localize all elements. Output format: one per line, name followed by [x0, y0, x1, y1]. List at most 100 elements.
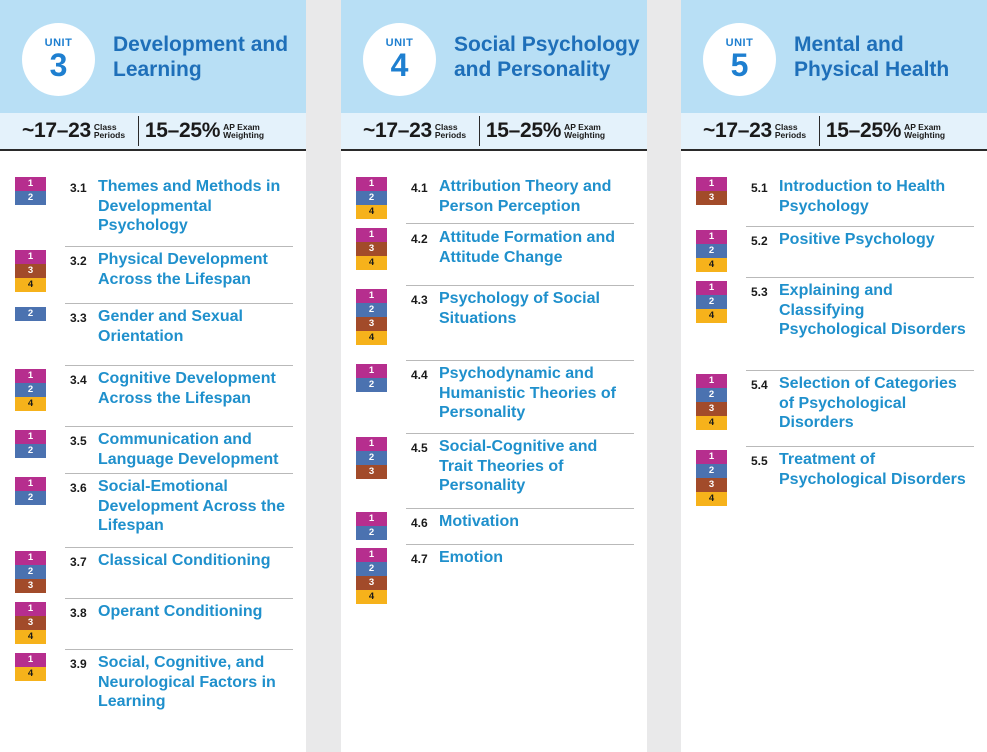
topic-title: Social-Emotional Development Across the … — [98, 478, 286, 534]
unit-title: Development and Learning — [113, 32, 289, 81]
class-periods-stat: ~17–23 Class Periods — [22, 119, 134, 143]
topic-title: Social, Cognitive, and Neurological Fact… — [98, 654, 276, 710]
skill-chip-1: 1 — [15, 430, 46, 444]
topic-number: 3.1 — [70, 181, 87, 195]
topic-divider — [746, 226, 974, 227]
topic-divider — [65, 303, 293, 304]
topic-number: 3.9 — [70, 657, 87, 671]
unit-4-column: UNIT 4 Social Psychology and Personality… — [341, 0, 647, 752]
skill-chip-3: 3 — [356, 465, 387, 479]
topic-number: 4.2 — [411, 232, 428, 246]
skill-chip-2: 2 — [356, 191, 387, 205]
unit-label: UNIT — [44, 37, 73, 49]
exam-weighting-value: 15–25% — [485, 119, 562, 142]
topic-number: 3.6 — [70, 481, 87, 495]
skill-chip-2: 2 — [15, 383, 46, 397]
skill-chip-4: 4 — [696, 309, 727, 323]
topic-title: Communication and Language Development — [98, 431, 279, 468]
skill-chip-4: 4 — [356, 205, 387, 219]
skill-chip-3: 3 — [15, 264, 46, 278]
topic-number: 4.5 — [411, 441, 428, 455]
topic-number: 3.4 — [70, 373, 87, 387]
topic-row: 1 2 3.6 Social-Emotional Development Across… — [15, 475, 293, 536]
stats-divider — [478, 116, 480, 146]
skill-chip-1: 1 — [356, 437, 387, 451]
skill-chip-2: 2 — [356, 451, 387, 465]
topic-row: 1 3 4 3.2 Physical Development Across the Li… — [15, 248, 293, 292]
topic-row: 1 2 4.6 Motivation — [356, 510, 634, 540]
topic-number: 4.4 — [411, 368, 428, 382]
skill-chip-3: 3 — [696, 191, 727, 205]
topic-number: 5.5 — [751, 454, 768, 468]
topic-divider — [746, 446, 974, 447]
topic-row: 1 2 3.1 Themes and Methods in Developmental… — [15, 175, 293, 236]
topic-number: 3.2 — [70, 254, 87, 268]
topic-divider — [65, 547, 293, 548]
topic-divider — [746, 277, 974, 278]
skill-chip-1: 1 — [15, 551, 46, 565]
unit-stats-bar: ~17–23 Class Periods 15–25% AP Exam Weig… — [0, 113, 306, 151]
topic-row: 1 2 4 3.4 Cognitive Development Across the L… — [15, 367, 293, 411]
topic-divider — [65, 426, 293, 427]
skill-chip-1: 1 — [696, 374, 727, 388]
topic-number: 4.6 — [411, 516, 428, 530]
topic-divider — [406, 285, 634, 286]
unit-number: 3 — [49, 47, 68, 83]
unit-title: Mental and Physical Health — [794, 32, 950, 81]
exam-weighting-value: 15–25% — [144, 119, 221, 142]
topic-row: 1 2 3.5 Communication and Language Developm… — [15, 428, 293, 469]
topic-title: Themes and Methods in Developmental Psyc… — [98, 178, 281, 234]
topic-title: Motivation — [439, 513, 519, 530]
topic-row: 1 2 4.4 Psychodynamic and Humanistic Theori… — [356, 362, 634, 423]
topic-divider — [65, 246, 293, 247]
topic-title: Selection of Categories of Psychological… — [779, 375, 957, 431]
skill-chip-1: 1 — [15, 177, 46, 191]
topic-divider — [65, 473, 293, 474]
skill-chip-1: 1 — [356, 364, 387, 378]
class-periods-label: Class Periods — [774, 121, 807, 140]
topic-title: Positive Psychology — [779, 231, 935, 248]
topic-divider — [65, 365, 293, 366]
skill-chip-1: 1 — [15, 369, 46, 383]
topic-number: 3.7 — [70, 555, 87, 569]
skill-chip-4: 4 — [356, 590, 387, 604]
unit-label: UNIT — [385, 37, 414, 49]
skill-chip-1: 1 — [356, 177, 387, 191]
unit-3-column: UNIT 3 Development and Learning ~17–23 C… — [0, 0, 306, 752]
unit-label: UNIT — [725, 37, 754, 49]
topic-row: 1 3 4 4.2 Attitude Formation and Attitude Ch… — [356, 226, 634, 270]
skill-chip-2: 2 — [356, 303, 387, 317]
skill-chip-1: 1 — [356, 548, 387, 562]
skill-chip-4: 4 — [356, 256, 387, 270]
unit-number: 4 — [390, 47, 409, 83]
topic-row: 1 2 3 4 4.7 Emotion — [356, 546, 634, 604]
skill-chip-2: 2 — [15, 491, 46, 505]
exam-weighting-stat: 15–25% AP Exam Weighting — [826, 119, 956, 143]
exam-weighting-value: 15–25% — [825, 119, 902, 142]
unit-badge: UNIT 5 — [703, 23, 776, 96]
skill-chip-4: 4 — [696, 258, 727, 272]
skill-chip-2: 2 — [696, 464, 727, 478]
topic-title: Explaining and Classifying Psychological… — [779, 282, 966, 338]
topic-divider — [746, 370, 974, 371]
exam-weighting-label: AP Exam Weighting — [223, 121, 265, 140]
skill-chip-1: 1 — [15, 250, 46, 264]
skill-chip-1: 1 — [356, 512, 387, 526]
topic-title: Attribution Theory and Person Perception — [439, 178, 612, 215]
skill-chip-4: 4 — [15, 630, 46, 644]
skill-chip-1: 1 — [696, 281, 727, 295]
skill-chip-3: 3 — [356, 242, 387, 256]
skill-chip-3: 3 — [696, 478, 727, 492]
topic-title: Operant Conditioning — [98, 603, 263, 620]
topic-number: 4.1 — [411, 181, 428, 195]
class-periods-label: Class Periods — [93, 121, 126, 140]
